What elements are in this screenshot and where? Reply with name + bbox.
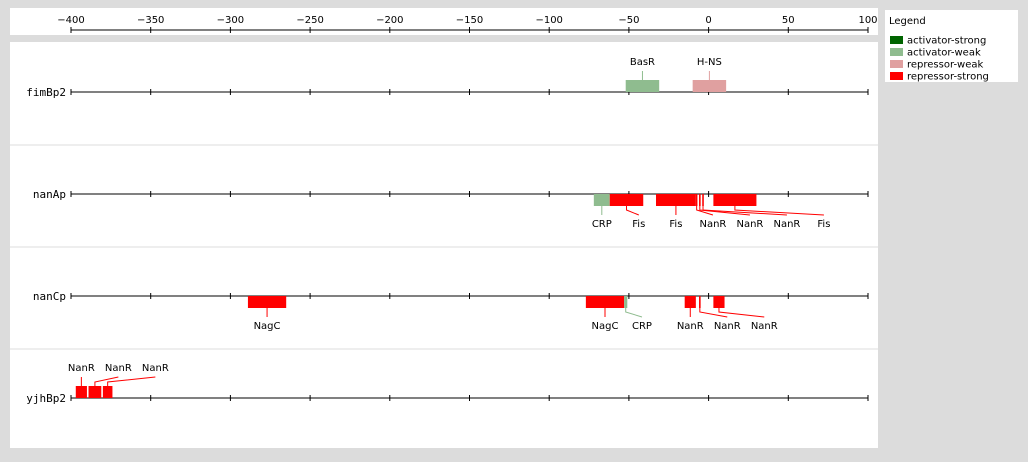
x-tick-label: −300 bbox=[217, 15, 244, 26]
site-label: NanR bbox=[68, 363, 95, 374]
site bbox=[713, 194, 757, 206]
site bbox=[699, 194, 701, 206]
legend-title: Legend bbox=[889, 16, 926, 27]
leader-line bbox=[699, 206, 750, 216]
site bbox=[88, 386, 102, 398]
legend-swatch bbox=[890, 48, 903, 56]
legend-swatch bbox=[890, 72, 903, 80]
site-label: BasR bbox=[630, 57, 655, 68]
legend-swatch bbox=[890, 36, 903, 44]
site-label: NanR bbox=[105, 363, 132, 374]
leader-line bbox=[107, 376, 156, 386]
site bbox=[625, 80, 660, 92]
site bbox=[102, 386, 113, 398]
site-label: NanR bbox=[677, 321, 704, 332]
site-label: NanR bbox=[751, 321, 778, 332]
rows-panel bbox=[10, 42, 878, 448]
site-label: Fis bbox=[632, 219, 645, 230]
x-tick-label: −200 bbox=[376, 15, 403, 26]
site-label: CRP bbox=[592, 219, 612, 230]
leader-line bbox=[718, 308, 765, 318]
promoter-name: fimBp2 bbox=[26, 86, 66, 99]
site-label: NanR bbox=[714, 321, 741, 332]
leader-line bbox=[626, 206, 639, 216]
promoter-name: nanCp bbox=[33, 290, 66, 303]
site-label: NagC bbox=[592, 321, 619, 332]
x-tick-label: 100 bbox=[858, 15, 877, 26]
x-tick-label: −150 bbox=[456, 15, 483, 26]
site bbox=[684, 296, 696, 308]
legend-box bbox=[885, 10, 1018, 82]
x-tick-label: −350 bbox=[137, 15, 164, 26]
x-tick-label: 50 bbox=[782, 15, 795, 26]
site bbox=[247, 296, 287, 308]
site-label: H-NS bbox=[697, 57, 722, 68]
site bbox=[75, 386, 87, 398]
site-label: NanR bbox=[699, 219, 726, 230]
x-tick-label: −50 bbox=[618, 15, 639, 26]
legend-entry: repressor-weak bbox=[907, 60, 984, 71]
site-label: Fis bbox=[817, 219, 830, 230]
site bbox=[702, 194, 704, 206]
site bbox=[713, 296, 725, 308]
promoter-name: yjhBp2 bbox=[26, 392, 66, 405]
site bbox=[593, 194, 610, 206]
site bbox=[655, 194, 696, 206]
x-tick-label: −100 bbox=[535, 15, 562, 26]
x-tick-label: 0 bbox=[705, 15, 711, 26]
leader-line bbox=[702, 206, 787, 216]
promoter-name: nanAp bbox=[33, 188, 66, 201]
leader-line bbox=[94, 376, 119, 386]
site bbox=[609, 194, 644, 206]
x-tick-label: −250 bbox=[296, 15, 323, 26]
leader-line bbox=[734, 206, 824, 216]
site bbox=[585, 296, 625, 308]
site-label: NagC bbox=[254, 321, 281, 332]
site bbox=[699, 296, 701, 308]
legend-entry: activator-strong bbox=[907, 36, 986, 47]
site-label: Fis bbox=[669, 219, 682, 230]
site-label: NanR bbox=[736, 219, 763, 230]
site-label: NanR bbox=[773, 219, 800, 230]
site-label: NanR bbox=[142, 363, 169, 374]
legend-entry: activator-weak bbox=[907, 48, 981, 59]
leader-line bbox=[696, 206, 714, 216]
leader-line bbox=[699, 308, 728, 318]
site bbox=[624, 296, 628, 308]
site bbox=[695, 194, 698, 206]
site bbox=[692, 80, 727, 92]
x-tick-label: −400 bbox=[57, 15, 84, 26]
legend-entry: repressor-strong bbox=[907, 72, 989, 83]
legend-swatch bbox=[890, 60, 903, 68]
leader-line bbox=[625, 308, 643, 318]
site-label: CRP bbox=[632, 321, 652, 332]
